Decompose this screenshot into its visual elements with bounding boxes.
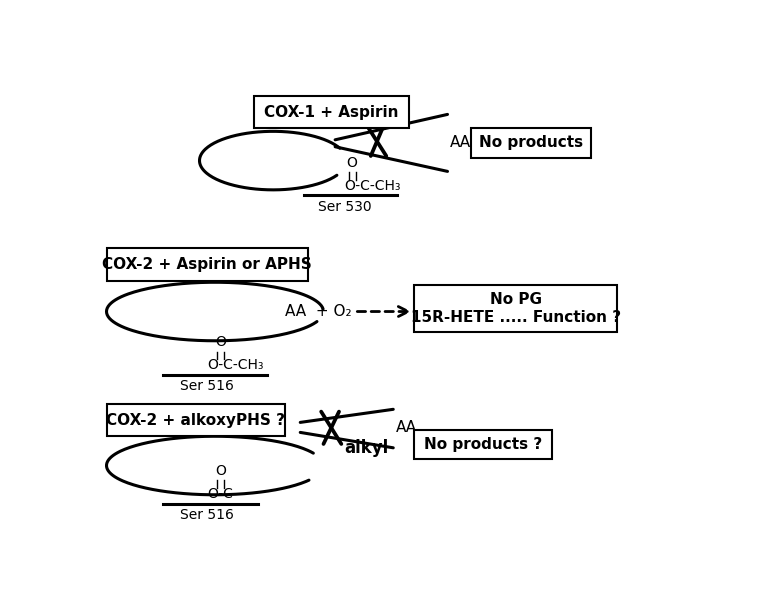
Text: Ser 516: Ser 516 bbox=[181, 379, 235, 393]
Text: O-C: O-C bbox=[207, 487, 233, 501]
Text: O-C-CH₃: O-C-CH₃ bbox=[207, 358, 263, 372]
FancyBboxPatch shape bbox=[106, 404, 285, 436]
FancyBboxPatch shape bbox=[414, 430, 552, 459]
Text: AA: AA bbox=[450, 135, 471, 150]
Text: alkyl: alkyl bbox=[345, 439, 389, 457]
Text: No products: No products bbox=[479, 135, 583, 150]
Text: No PG
15R-HETE ..... Function ?: No PG 15R-HETE ..... Function ? bbox=[411, 292, 621, 325]
Text: AA  + O₂: AA + O₂ bbox=[285, 304, 351, 319]
Text: O: O bbox=[347, 156, 357, 170]
Text: Ser 530: Ser 530 bbox=[317, 200, 371, 214]
Text: AA: AA bbox=[395, 419, 417, 435]
Text: COX-2 + alkoxyPHS ?: COX-2 + alkoxyPHS ? bbox=[106, 413, 285, 428]
FancyBboxPatch shape bbox=[254, 96, 409, 128]
Text: O: O bbox=[215, 464, 226, 478]
FancyBboxPatch shape bbox=[414, 285, 617, 332]
Text: Ser 516: Ser 516 bbox=[181, 508, 235, 522]
FancyBboxPatch shape bbox=[471, 128, 591, 157]
Text: COX-1 + Aspirin: COX-1 + Aspirin bbox=[264, 105, 398, 119]
Text: No products ?: No products ? bbox=[424, 437, 542, 452]
FancyBboxPatch shape bbox=[106, 248, 308, 281]
Text: O: O bbox=[215, 336, 226, 349]
Text: O-C-CH₃: O-C-CH₃ bbox=[345, 179, 401, 193]
Text: COX-2 + Aspirin or APHS: COX-2 + Aspirin or APHS bbox=[102, 257, 312, 272]
